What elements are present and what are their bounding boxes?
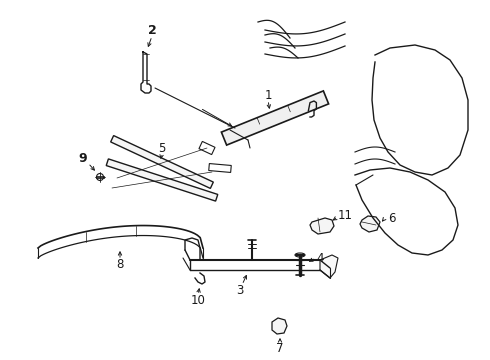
Text: 4: 4 xyxy=(316,252,324,265)
Text: 10: 10 xyxy=(191,293,205,306)
Polygon shape xyxy=(221,91,329,145)
Polygon shape xyxy=(320,255,338,278)
Polygon shape xyxy=(360,216,380,232)
Polygon shape xyxy=(310,218,334,234)
Text: 5: 5 xyxy=(158,141,166,154)
Bar xyxy=(96,176,104,178)
Text: 8: 8 xyxy=(116,258,123,271)
Text: 9: 9 xyxy=(79,152,87,165)
Text: 11: 11 xyxy=(338,208,352,221)
Text: 7: 7 xyxy=(276,342,284,355)
Polygon shape xyxy=(272,318,287,334)
Polygon shape xyxy=(111,136,213,188)
Text: 1: 1 xyxy=(264,89,272,102)
Text: 6: 6 xyxy=(388,212,396,225)
Text: 2: 2 xyxy=(147,23,156,36)
Polygon shape xyxy=(106,159,218,201)
Text: 3: 3 xyxy=(236,284,244,297)
